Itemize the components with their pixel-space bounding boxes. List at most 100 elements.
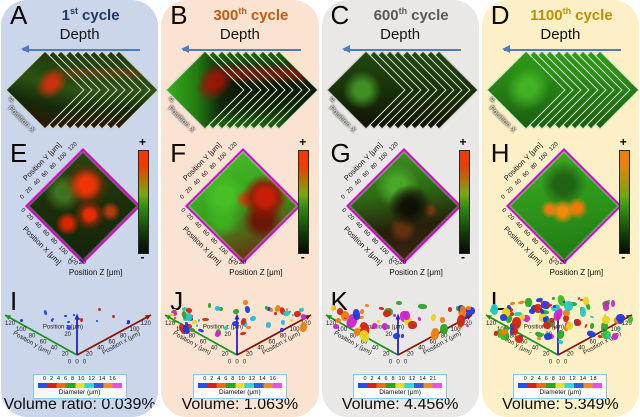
cycle-number: 1 xyxy=(61,7,71,24)
diameter-legend: 0 2 4 6 8 10 12 14 21 Diameter (μm) xyxy=(353,374,448,399)
axis-z-ticks: 0 20 xyxy=(388,259,407,266)
colorbar-minus: - xyxy=(461,250,465,264)
svg-text:100: 100 xyxy=(610,327,621,333)
bubble-dot xyxy=(298,307,304,313)
volume-label: Volume: 4.456% xyxy=(341,396,459,413)
panel-letter: F xyxy=(170,138,187,168)
bubble-dot xyxy=(465,324,470,328)
diameter-label: Diameter (μm) xyxy=(539,389,582,396)
bubble-dot xyxy=(66,325,71,331)
cycle-number: 300 xyxy=(213,7,239,24)
cycle-ordinal-suffix: th xyxy=(238,6,247,16)
bubble-dot xyxy=(364,303,369,308)
svg-text:60: 60 xyxy=(520,339,527,345)
bubble-dot xyxy=(274,311,278,315)
bubble-dot xyxy=(264,305,269,310)
svg-text:Position z (μm): Position z (μm) xyxy=(203,325,243,331)
svg-text:40: 40 xyxy=(257,346,264,352)
axis-z-ticks: 0 20 xyxy=(68,259,86,266)
svg-text:0 0 0: 0 0 0 xyxy=(68,360,87,366)
bubble-dot xyxy=(201,317,209,322)
svg-text:120: 120 xyxy=(5,321,16,327)
bubble-dot xyxy=(589,315,595,319)
bubble-dot xyxy=(618,326,621,331)
bubble-dot xyxy=(552,304,556,308)
svg-text:60: 60 xyxy=(40,339,47,345)
bubble-dot xyxy=(73,313,76,316)
depth-arrow-left-icon xyxy=(501,44,621,55)
panel-letter: E xyxy=(10,138,28,168)
depth-arrow-left-icon xyxy=(181,44,301,55)
volume-render-panel: F Position Y [μm] 0 20 40 60 80 100 120 … xyxy=(161,135,318,286)
cycle-number: 600 xyxy=(373,7,399,24)
colorbar-plus: + xyxy=(138,135,146,149)
diameter-colorbar xyxy=(358,383,443,388)
bubble-dot xyxy=(298,321,308,333)
svg-text:120: 120 xyxy=(461,321,472,327)
bubble-dot xyxy=(231,320,239,327)
bubble-dot xyxy=(543,332,552,341)
bubble-dot xyxy=(392,331,401,340)
bubble-dot xyxy=(282,309,291,317)
svg-text:20: 20 xyxy=(222,352,229,358)
diameter-ticks: 0 2 4 6 8 10 12 14 16 xyxy=(43,376,117,382)
svg-text:Position z (μm): Position z (μm) xyxy=(43,325,83,331)
bubble-dot xyxy=(551,296,556,301)
colorbar xyxy=(138,150,149,254)
volume-render-panel: E Position Y [μm] 0 20 40 60 80 100 120 … xyxy=(1,135,158,286)
bubble-dot xyxy=(239,331,247,336)
bubble-dot xyxy=(376,319,381,323)
depth-label: Depth xyxy=(540,26,581,43)
diameter-legend: 0 2 4 6 8 10 12 14 16 Diameter (μm) xyxy=(192,374,287,399)
svg-text:20: 20 xyxy=(382,352,389,358)
svg-text:60: 60 xyxy=(429,339,436,345)
svg-text:100: 100 xyxy=(16,327,27,333)
svg-text:60: 60 xyxy=(200,339,207,345)
bubble-dot xyxy=(429,313,437,322)
svg-text:20: 20 xyxy=(567,352,574,358)
diameter-label: Diameter (μm) xyxy=(219,389,261,396)
svg-text:60: 60 xyxy=(360,339,367,345)
bubble-dot xyxy=(126,319,130,324)
bubble-dot xyxy=(574,317,583,327)
depth-arrow-left-icon xyxy=(341,44,461,55)
cycle-ordinal-suffix: st xyxy=(70,6,79,16)
diameter-ticks: 0 2 4 6 8 10 12 14 16 xyxy=(203,376,277,382)
bubble-dot xyxy=(417,303,427,310)
scatter-dots xyxy=(484,288,637,346)
cycle-word: cycle xyxy=(575,7,613,24)
bubble-dot xyxy=(19,318,24,323)
svg-text:80: 80 xyxy=(280,333,287,339)
bubble-dot xyxy=(242,299,248,305)
diameter-legend: 0 2 4 6 8 10 12 14 16 Diameter (μm) xyxy=(32,374,127,399)
svg-text:100: 100 xyxy=(450,327,461,333)
bubble-dot xyxy=(395,301,403,306)
bubble-dot xyxy=(223,325,229,331)
cycle-title: 600th cycle xyxy=(348,6,475,24)
panel-letter: C xyxy=(330,0,350,30)
bubble-dot xyxy=(439,323,449,335)
diameter-ticks: 0 2 4 6 8 10 12 14 18 xyxy=(523,376,597,382)
bubble-plot-panel: I 120 100 80 60 40 20 20 40 60 80 100 120 0 0 0 Posit… xyxy=(1,286,158,417)
bubble-dot xyxy=(392,313,397,317)
panel-letter: B xyxy=(170,0,188,30)
bubble-dot xyxy=(579,307,587,318)
colorbar-minus: - xyxy=(621,250,626,264)
colorbar xyxy=(458,150,470,254)
colorbar-plus: + xyxy=(619,135,627,149)
colorbar-minus: - xyxy=(300,250,305,264)
bubble-dot xyxy=(248,315,257,323)
axis-z-ticks: 0 20 xyxy=(228,259,247,266)
axis-z-label: Position Z [μm] xyxy=(389,268,443,277)
bubble-dot xyxy=(232,308,240,315)
bubble-dot xyxy=(610,300,616,308)
svg-text:80: 80 xyxy=(509,333,516,339)
bubble-dot xyxy=(529,331,533,334)
cycle-title: 1100th cycle xyxy=(508,6,635,24)
